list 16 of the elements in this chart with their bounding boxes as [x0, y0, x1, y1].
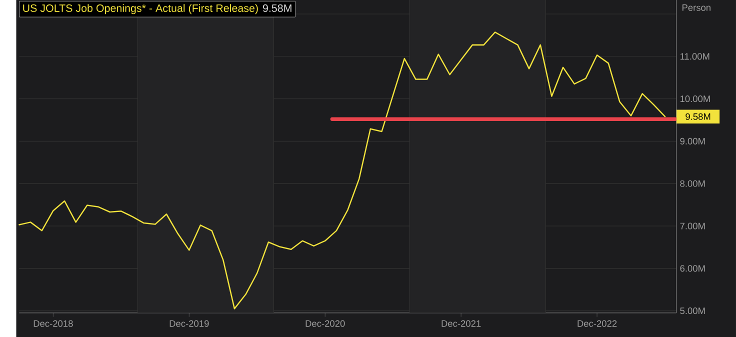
y-tick-label: 5.00M [680, 307, 705, 314]
chart-title: US JOLTS Job Openings* - Actual (First Release) [23, 4, 258, 14]
y-tick-label: 9.00M [680, 138, 705, 144]
x-tick-label: Dec-2020 [306, 320, 345, 327]
y-tick-label: 7.00M [680, 222, 705, 230]
y-axis-title: Person [682, 4, 710, 11]
x-tick-label: Dec-2021 [442, 320, 481, 327]
chart-subtitle: 9.58M [262, 4, 292, 12]
y-tick-label: 11.00M [680, 52, 710, 60]
y-tick-label: 8.00M [680, 180, 705, 187]
x-tick-label: Dec-2019 [170, 320, 209, 327]
y-tick-label: 6.00M [680, 264, 705, 272]
y-tick-label: 10.00M [680, 95, 710, 102]
x-tick-label: Dec-2018 [34, 320, 73, 327]
annotation: 9.58M [686, 113, 710, 120]
x-tick-label: Dec-2022 [578, 320, 617, 327]
